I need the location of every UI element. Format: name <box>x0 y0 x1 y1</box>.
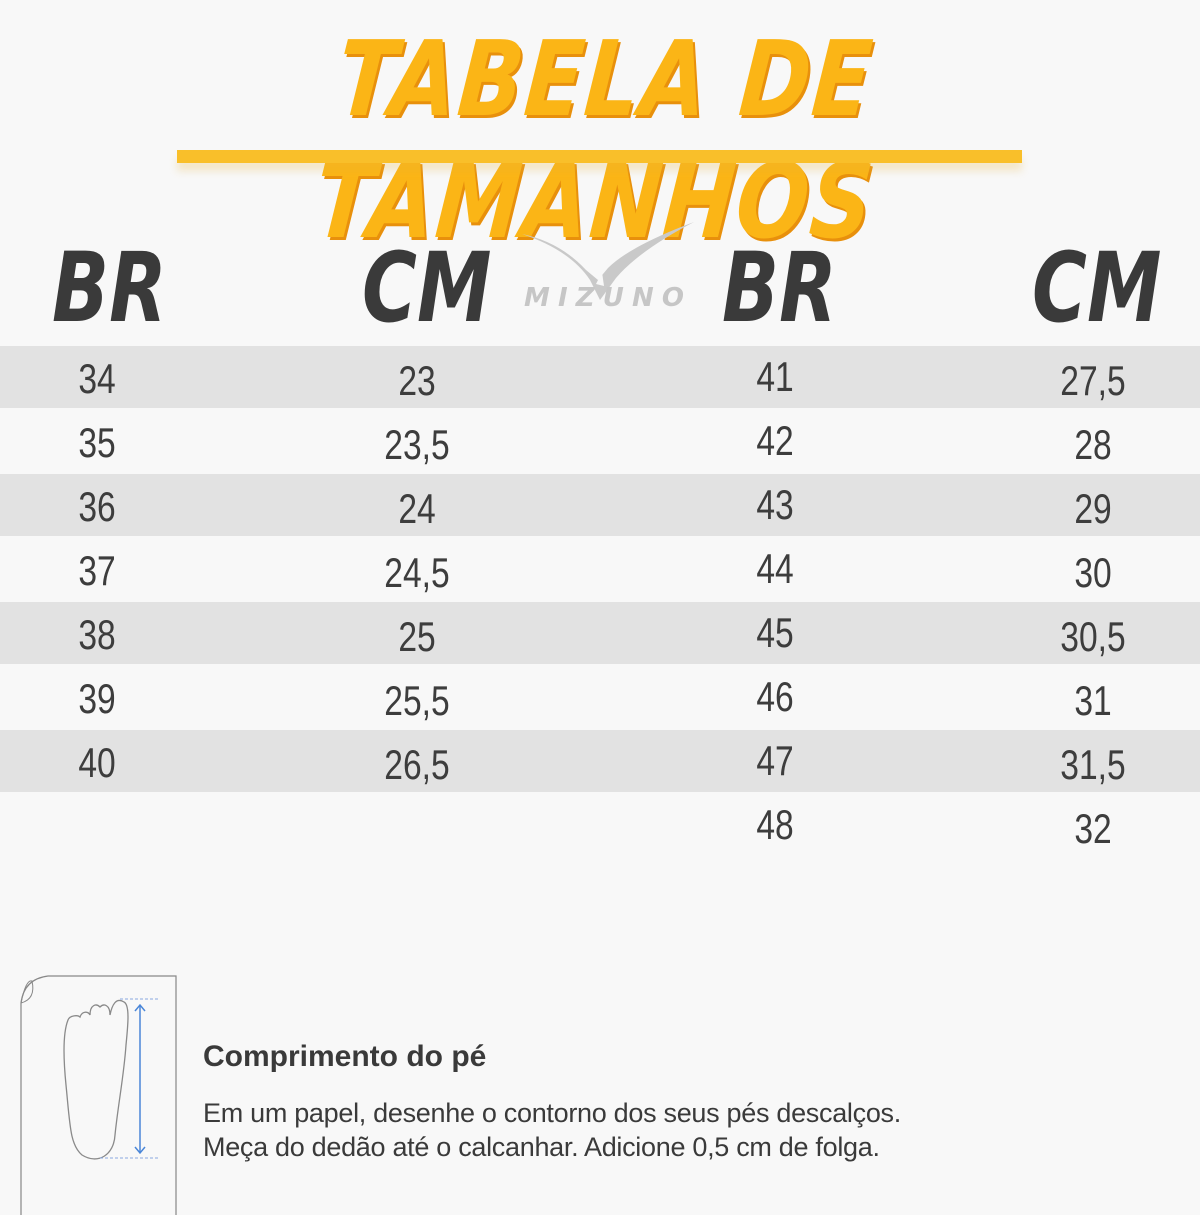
br-size-cell: 40 <box>78 739 116 786</box>
br-size-cell: 36 <box>78 483 116 530</box>
row-stripe <box>0 474 1200 536</box>
cm-size-cell: 31 <box>1074 677 1112 724</box>
howto-line-2: Meça do dedão até o calcanhar. Adicione … <box>203 1132 880 1162</box>
br-size-cell: 44 <box>756 545 794 592</box>
cm-size-cell: 32 <box>1074 805 1112 852</box>
howto-line-1: Em um papel, desenhe o contorno dos seus… <box>203 1098 901 1128</box>
cm-size-cell: 25 <box>398 613 436 660</box>
br-size-cell: 45 <box>756 609 794 656</box>
row-stripe <box>0 730 1200 792</box>
br-size-cell: 46 <box>756 673 794 720</box>
brand-text: MIZUNO <box>524 283 684 310</box>
cm-size-cell: 28 <box>1074 421 1112 468</box>
br-size-cell: 47 <box>756 737 794 784</box>
cm-size-cell: 27,5 <box>1060 357 1126 404</box>
cm-size-cell: 23,5 <box>384 421 450 468</box>
row-stripe <box>0 346 1200 408</box>
br-size-cell: 38 <box>78 611 116 658</box>
cm-size-cell: 25,5 <box>384 677 450 724</box>
br-size-cell: 37 <box>78 547 116 594</box>
paper-foot-icon <box>20 975 177 1215</box>
br-size-cell: 34 <box>78 355 116 402</box>
measure-arrow-icon <box>134 1003 146 1155</box>
br-size-cell: 41 <box>756 353 794 400</box>
header-br-left: BR <box>52 232 167 344</box>
cm-size-cell: 24 <box>398 485 436 532</box>
title-underline <box>177 150 1022 163</box>
cm-size-cell: 30 <box>1074 549 1112 596</box>
cm-size-cell: 29 <box>1074 485 1112 532</box>
cm-size-cell: 24,5 <box>384 549 450 596</box>
howto-text: Em um papel, desenhe o contorno dos seus… <box>203 1096 901 1164</box>
mizuno-logo: MIZUNO <box>522 222 694 310</box>
cm-size-cell: 30,5 <box>1060 613 1126 660</box>
br-size-cell: 42 <box>756 417 794 464</box>
header-br-right: BR <box>722 232 837 344</box>
cm-size-cell: 31,5 <box>1060 741 1126 788</box>
br-size-cell: 43 <box>756 481 794 528</box>
cm-size-cell: 26,5 <box>384 741 450 788</box>
howto-title: Comprimento do pé <box>203 1040 487 1073</box>
row-stripe <box>0 602 1200 664</box>
header-cm-right: CM <box>1032 232 1162 344</box>
header-cm-left: CM <box>362 232 492 344</box>
br-size-cell: 39 <box>78 675 116 722</box>
br-size-cell: 48 <box>756 801 794 848</box>
cm-size-cell: 23 <box>398 357 436 404</box>
br-size-cell: 35 <box>78 419 116 466</box>
